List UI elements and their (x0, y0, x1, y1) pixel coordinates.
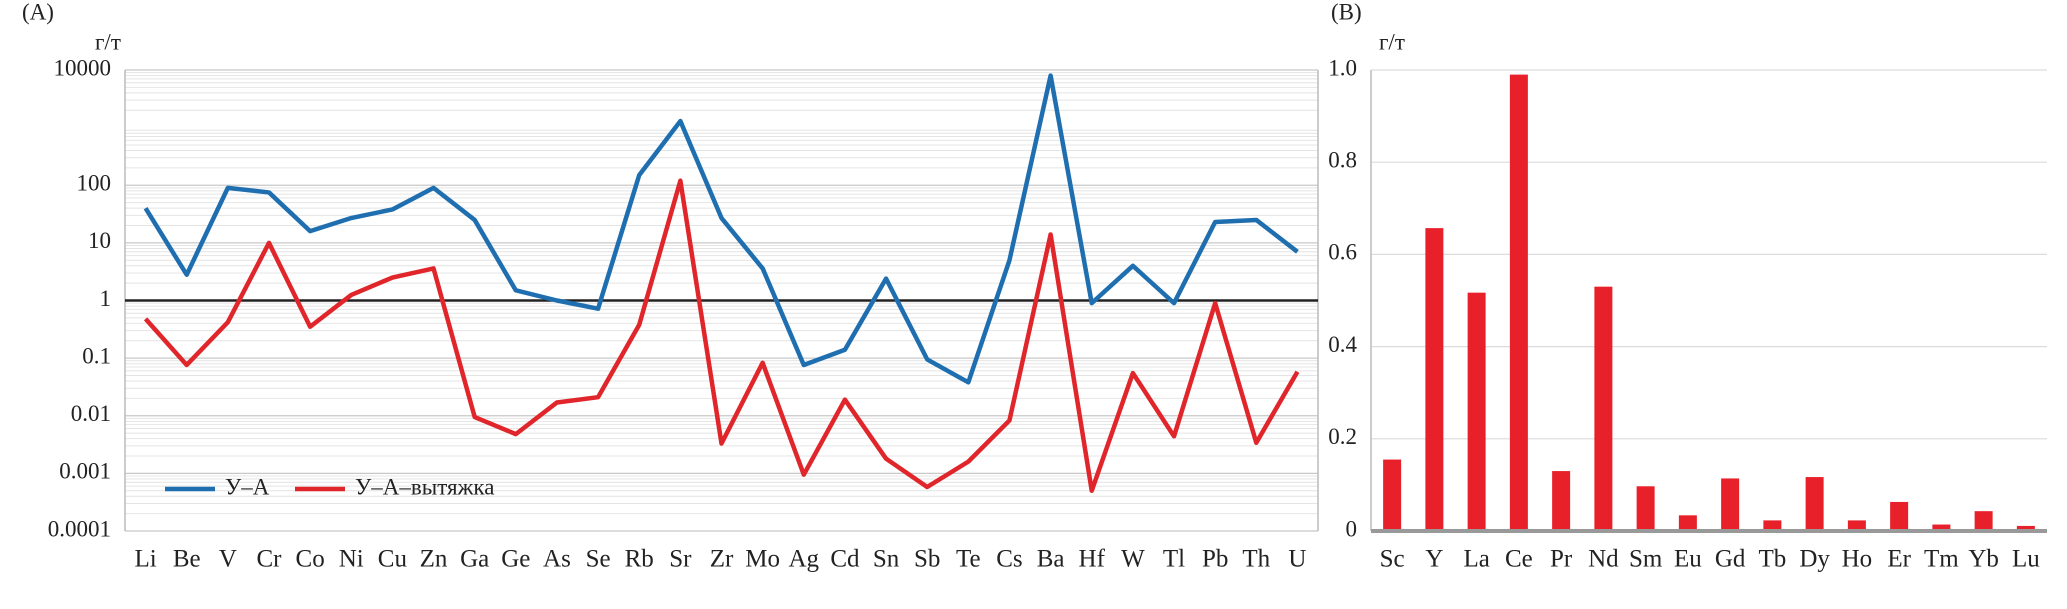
y-tick-label: 10000 (54, 55, 112, 80)
x-tick-label: U (1288, 546, 1306, 573)
bar (1425, 228, 1444, 532)
x-tick-label: Co (296, 546, 325, 573)
x-tick-label: Hf (1079, 546, 1106, 573)
y-tick-label: 0.1 (82, 343, 111, 368)
x-tick-label: Cd (830, 546, 860, 573)
x-tick-label: Ge (501, 546, 530, 573)
legend-label: У–А–вытяжка (355, 474, 494, 499)
y-tick-label: 0.4 (1328, 332, 1357, 357)
x-tick-label: Cu (378, 546, 408, 573)
x-tick-label: Te (956, 546, 981, 573)
x-tick-label: Zr (710, 546, 734, 573)
x-tick-label: Nd (1588, 546, 1619, 573)
bar (1383, 459, 1402, 531)
panel-label: (A) (22, 0, 54, 24)
y-tick-label: 0.0001 (48, 516, 111, 541)
y-tick-label: 0.8 (1328, 147, 1357, 172)
y-axis-label: г/т (1379, 29, 1405, 54)
x-tick-label: Tl (1163, 546, 1185, 573)
y-tick-label: 10 (88, 228, 111, 253)
bar (1805, 477, 1824, 531)
x-tick-label: Li (134, 546, 156, 573)
series-line (143, 73, 1299, 385)
panel-label: (B) (1331, 0, 1362, 24)
bar (1509, 74, 1528, 532)
x-tick-label: Eu (1674, 546, 1702, 573)
bar (1763, 520, 1782, 531)
y-tick-label: 0.001 (59, 459, 111, 484)
bar (1594, 286, 1613, 531)
bar (1552, 471, 1571, 531)
x-tick-label: Sb (914, 546, 940, 573)
x-tick-label: Mo (745, 546, 780, 573)
y-tick-label: 100 (77, 171, 112, 196)
y-tick-label: 0.2 (1328, 424, 1357, 449)
y-axis-label: г/т (95, 29, 121, 54)
bar (1467, 292, 1486, 531)
x-tick-label: Y (1425, 546, 1443, 573)
bar (1932, 524, 1951, 531)
y-tick-label: 1.0 (1328, 55, 1357, 80)
x-tick-label: Be (173, 546, 201, 573)
y-tick-label: 0.6 (1328, 240, 1357, 265)
x-tick-label: Se (586, 546, 611, 573)
bar (2016, 525, 2035, 531)
x-tick-label: Ce (1505, 546, 1533, 573)
x-tick-label: Yb (1968, 546, 1999, 573)
y-tick-label: 0.01 (71, 401, 111, 426)
x-tick-label: Th (1242, 546, 1270, 573)
x-tick-label: Ba (1037, 546, 1065, 573)
x-tick-label: As (543, 546, 571, 573)
x-tick-label: Sm (1629, 546, 1663, 573)
x-tick-label: W (1121, 546, 1145, 573)
x-tick-label: Tm (1924, 546, 1959, 573)
x-tick-label: Rb (625, 546, 654, 573)
x-tick-label: Ni (339, 546, 364, 573)
bar (1890, 501, 1909, 531)
bar (1847, 520, 1866, 531)
bar (1678, 515, 1697, 531)
bar (1974, 511, 1993, 531)
x-tick-label: Sn (873, 546, 900, 573)
x-tick-label: Cs (996, 546, 1022, 573)
x-tick-label: Pb (1202, 546, 1228, 573)
x-tick-label: Lu (2012, 546, 2040, 573)
bar (1636, 486, 1655, 531)
series-line (143, 178, 1300, 493)
y-tick-label: 1 (100, 286, 112, 311)
x-tick-label: Ga (460, 546, 489, 573)
x-tick-label: Ag (788, 546, 819, 573)
bar (1721, 478, 1740, 531)
x-tick-label: Er (1887, 546, 1911, 573)
x-tick-label: Gd (1715, 546, 1746, 573)
x-tick-label: Tb (1758, 546, 1786, 573)
x-tick-label: Sc (1380, 546, 1405, 573)
x-tick-label: Ho (1842, 546, 1873, 573)
x-tick-label: Sr (669, 546, 692, 573)
y-tick-label: 0 (1346, 516, 1358, 541)
x-tick-label: Dy (1799, 546, 1830, 573)
legend-label: У–А (225, 474, 270, 499)
x-tick-label: V (219, 546, 237, 573)
x-tick-label: La (1463, 546, 1489, 573)
x-tick-label: Zn (420, 546, 448, 573)
x-tick-label: Cr (256, 546, 282, 573)
x-tick-label: Pr (1550, 546, 1573, 573)
